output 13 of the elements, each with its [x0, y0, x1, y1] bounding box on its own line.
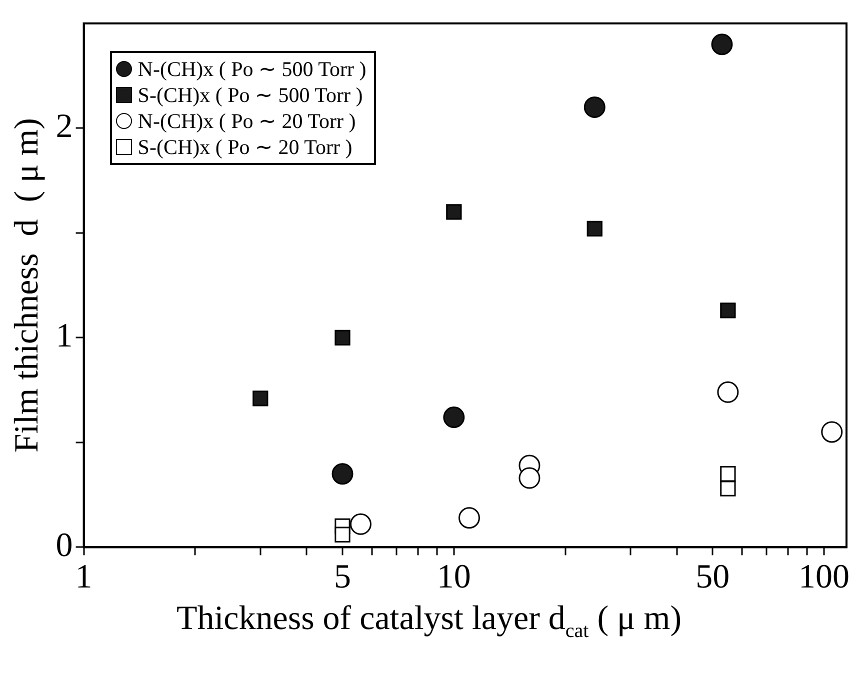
y-axis-title: Film thichness d ( μ m)	[8, 118, 46, 453]
legend-label: N-(CH)x ( Po ∼ 500 Torr )	[138, 57, 366, 82]
x-tick-label: 50	[696, 558, 730, 596]
legend-label: S-(CH)x ( Po ∼ 20 Torr )	[138, 135, 352, 160]
x-axis-title: Thickness of catalyst layer d$_{cat}$ ( μ m)	[175, 600, 683, 643]
y-tick-label: 1	[56, 318, 73, 355]
x-tick-label: 5	[334, 558, 351, 596]
x-tick-label: 10	[436, 558, 471, 596]
y-tick-label: 0	[56, 527, 73, 564]
legend-label: S-(CH)x ( Po ∼ 500 Torr )	[138, 83, 363, 108]
y-tick-label: 2	[56, 108, 73, 146]
x-tick-label: 100	[798, 558, 850, 596]
legend-label: N-(CH)x ( Po ∼ 20 Torr )	[138, 109, 356, 134]
